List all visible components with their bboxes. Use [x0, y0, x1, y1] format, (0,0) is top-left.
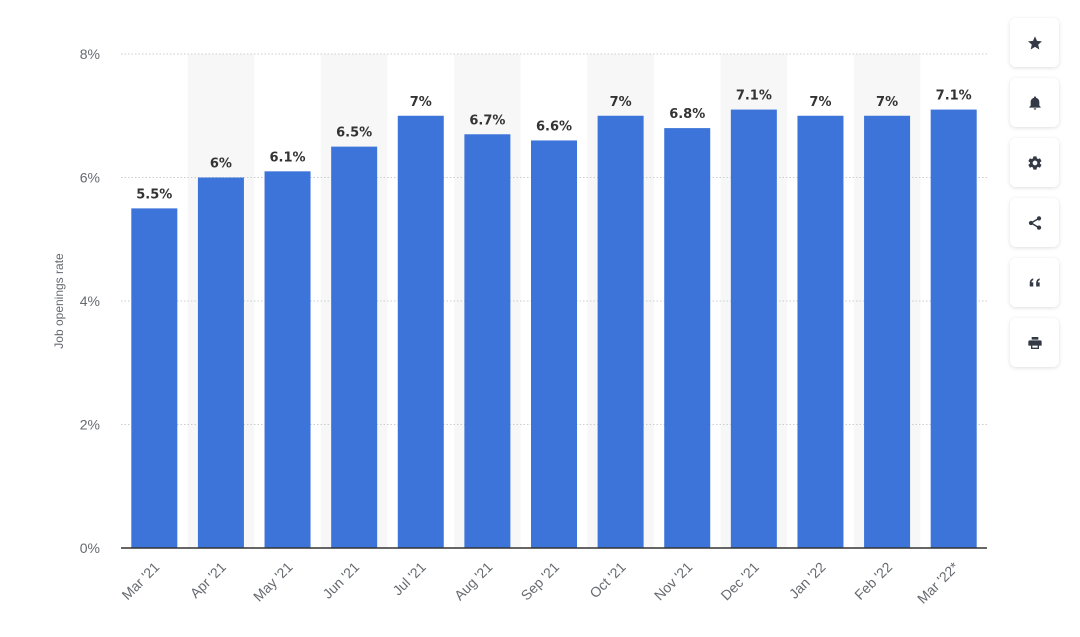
data-label: 6.7% — [469, 113, 505, 128]
bar — [264, 171, 311, 548]
x-tick-label: Jan '22 — [786, 559, 829, 602]
data-label: 6% — [210, 157, 232, 172]
data-label: 6.6% — [536, 119, 572, 134]
y-tick-label: 8% — [80, 46, 100, 62]
bar — [930, 109, 977, 548]
favorite-button[interactable] — [1010, 18, 1059, 67]
data-label: 7.1% — [936, 89, 972, 104]
x-tick-label: Jun '21 — [319, 559, 362, 602]
data-label: 7% — [809, 95, 831, 110]
bar — [131, 208, 178, 548]
bar — [730, 109, 777, 548]
bar — [331, 146, 378, 548]
x-tick-label: Feb '22 — [851, 559, 895, 603]
notification-button[interactable] — [1010, 78, 1059, 127]
cite-button[interactable] — [1010, 258, 1059, 307]
bar — [531, 140, 577, 548]
x-tick-label: Oct '21 — [586, 559, 629, 602]
x-tick-label: May '21 — [250, 559, 296, 605]
print-button[interactable] — [1010, 318, 1059, 367]
x-tick-label: Mar '22* — [914, 558, 962, 606]
chart-toolbar — [1010, 18, 1059, 378]
share-icon — [1028, 215, 1041, 230]
y-tick-label: 6% — [80, 170, 100, 186]
y-axis-title: Job openings rate — [52, 253, 66, 349]
data-label: 7% — [876, 95, 898, 110]
bar — [664, 128, 711, 548]
star-icon — [1027, 35, 1042, 49]
gear-icon — [1027, 155, 1041, 170]
data-label: 6.8% — [669, 107, 705, 122]
data-label: 5.5% — [136, 187, 172, 202]
print-icon — [1027, 336, 1042, 349]
x-tick-label: Mar '21 — [118, 559, 162, 603]
x-tick-label: Jul '21 — [389, 559, 429, 599]
bar — [197, 177, 244, 548]
data-label: 7% — [610, 95, 632, 110]
data-label: 7.1% — [736, 89, 772, 104]
x-tick-label: Dec '21 — [717, 559, 762, 604]
x-tick-label: Aug '21 — [451, 559, 496, 604]
bar — [464, 134, 511, 548]
settings-button[interactable] — [1010, 138, 1059, 187]
share-button[interactable] — [1010, 198, 1059, 247]
bar — [797, 115, 844, 548]
bell-icon — [1028, 95, 1041, 110]
bar — [597, 115, 644, 548]
x-tick-label: Sep '21 — [518, 559, 563, 604]
bar-chart: 0% 2% 4% 6% 8% Job openings rate 5.5% Mar '21 6%… — [52, 46, 987, 607]
data-label: 6.5% — [336, 126, 372, 141]
data-label: 6.1% — [270, 150, 306, 165]
bar — [397, 115, 444, 548]
y-tick-label: 4% — [80, 293, 100, 309]
data-label: 7% — [410, 95, 432, 110]
x-tick-label: Apr '21 — [187, 559, 230, 602]
quote-icon — [1029, 277, 1040, 286]
y-tick-label: 0% — [80, 540, 100, 556]
x-tick-label: Nov '21 — [651, 559, 696, 604]
y-tick-label: 2% — [80, 417, 100, 433]
bar — [864, 115, 911, 548]
